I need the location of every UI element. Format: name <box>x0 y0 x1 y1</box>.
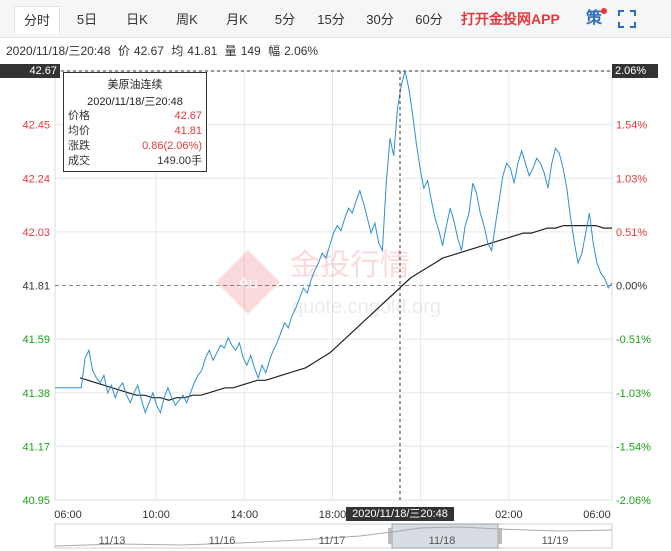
y-tick-right: 1.54% <box>616 120 647 132</box>
navigator-handle-right <box>498 528 502 544</box>
info-price: 42.67 <box>133 44 164 58</box>
cursor-price-tag: 42.67 <box>0 64 60 78</box>
tab-30min[interactable]: 30分 <box>366 12 394 27</box>
tab-daily-k[interactable]: 日K <box>126 12 148 27</box>
x-tick: 10:00 <box>142 509 170 521</box>
y-axis-right: 2.06%1.54%1.03%0.51%0.00%-0.51%-1.03%-1.… <box>616 66 651 507</box>
info-amp-label: 幅 <box>268 44 281 58</box>
watermark: Au 金投行情 quote.cngold.org <box>216 248 441 318</box>
navigator-date: 11/13 <box>99 535 126 547</box>
info-avg: 41.81 <box>187 44 218 58</box>
y-tick-left: 42.24 <box>22 173 50 185</box>
y-tick-left: 41.17 <box>22 441 50 453</box>
strategy-label: 策 <box>586 10 603 27</box>
x-tick: 06:00 <box>54 509 82 521</box>
cursor-time-tag: 2020/11/18/三20:48 <box>346 507 454 521</box>
info-amp: 2.06% <box>284 44 319 58</box>
chart-grid <box>54 70 613 501</box>
tooltip-row-change: 涨跌 0.86(2.06%) <box>64 139 206 154</box>
tooltip-key: 涨跌 <box>68 140 90 152</box>
info-datetime: 2020/11/18/三20:48 <box>6 44 111 58</box>
au-logo-icon: Au <box>216 250 280 314</box>
watermark-logo-text: Au <box>238 275 258 292</box>
tab-intraday[interactable]: 分时 <box>14 6 60 34</box>
y-tick-right: 0.00% <box>616 281 647 293</box>
y-tick-left: 40.95 <box>22 495 50 507</box>
price-line <box>55 70 613 415</box>
y-tick-right: -2.06% <box>616 495 651 507</box>
tab-5min[interactable]: 5分 <box>274 12 296 27</box>
navigator-date: 11/16 <box>209 535 236 547</box>
tooltip-key: 均价 <box>68 125 90 137</box>
info-price-label: 价 <box>117 44 130 58</box>
tab-monthly-k[interactable]: 月K <box>226 12 248 27</box>
strategy-icon[interactable]: 策 <box>586 8 607 29</box>
x-tick: 02:00 <box>495 509 523 521</box>
crosshair <box>55 70 612 500</box>
x-tick: 14:00 <box>231 509 259 521</box>
y-tick-right: -0.51% <box>616 334 651 346</box>
watermark-cn: 金投行情 <box>290 248 410 283</box>
tooltip-value: 41.81 <box>174 125 202 137</box>
y-tick-left: 41.59 <box>22 334 50 346</box>
y-tick-left: 41.81 <box>22 281 50 293</box>
y-tick-right: 0.51% <box>616 227 647 239</box>
tooltip-key: 价格 <box>68 110 90 122</box>
y-tick-right: -1.54% <box>616 441 651 453</box>
badge-dot-icon <box>601 8 607 14</box>
info-avg-label: 均 <box>171 44 184 58</box>
tooltip-value: 42.67 <box>174 110 202 122</box>
open-app-link[interactable]: 打开金投网APP <box>461 11 560 27</box>
navigator-handle-left <box>388 528 392 544</box>
x-tick: 06:00 <box>583 509 611 521</box>
navigator-date: 11/18 <box>429 535 456 547</box>
tab-5day[interactable]: 5日 <box>76 12 98 27</box>
tooltip-key: 成交 <box>68 155 90 167</box>
fullscreen-icon[interactable] <box>617 9 637 29</box>
y-tick-right: 1.03% <box>616 173 647 185</box>
intraday-chart[interactable]: Au 金投行情 quote.cngold.org 42.67 42.45 42.24… <box>0 60 671 551</box>
tab-weekly-k[interactable]: 周K <box>176 12 198 27</box>
quote-info-line: 2020/11/18/三20:48 价 42.67 均 41.81 量 149 幅 2.… <box>6 42 322 59</box>
x-tick: 18:00 <box>319 509 347 521</box>
tooltip-title: 美原油连续 <box>107 79 163 91</box>
period-tab-bar: 分时 5日 日K 周K 月K 5分 15分 30分 60分 打开金投网APP 策 <box>0 0 671 38</box>
info-vol: 149 <box>240 44 261 58</box>
navigator-sparkline <box>54 526 613 547</box>
y-tick-left: 42.03 <box>22 227 50 239</box>
avg-points <box>79 225 613 401</box>
tooltip-box: 美原油连续 2020/11/18/三20:48 价格 42.67 均价 41.81 … <box>63 72 207 172</box>
tooltip-row-price: 价格 42.67 <box>64 109 206 124</box>
info-vol-label: 量 <box>224 44 237 58</box>
tooltip-row-avg: 均价 41.81 <box>64 124 206 139</box>
tooltip-value: 149.00手 <box>157 155 202 167</box>
y-tick-left: 42.45 <box>22 120 50 132</box>
tooltip-value: 0.86(2.06%) <box>142 140 202 152</box>
navigator-date: 11/19 <box>542 535 569 547</box>
cursor-pct-tag: 2.06% <box>612 64 658 78</box>
tooltip-row-volume: 成交 149.00手 <box>64 154 206 169</box>
avg-price-line <box>79 225 612 401</box>
watermark-url: quote.cngold.org <box>292 296 441 318</box>
tooltip-time: 2020/11/18/三20:48 <box>87 96 183 108</box>
date-navigator: 11/13 11/16 11/17 11/18 11/19 <box>54 523 613 549</box>
y-axis-left: 42.6742.4542.2442.0341.8141.5941.3841.17… <box>22 66 50 507</box>
tab-15min[interactable]: 15分 <box>317 12 345 27</box>
y-tick-left: 41.38 <box>22 388 50 400</box>
tab-60min[interactable]: 60分 <box>415 12 443 27</box>
navigator-date: 11/17 <box>319 535 346 547</box>
y-tick-right: -1.03% <box>616 388 651 400</box>
